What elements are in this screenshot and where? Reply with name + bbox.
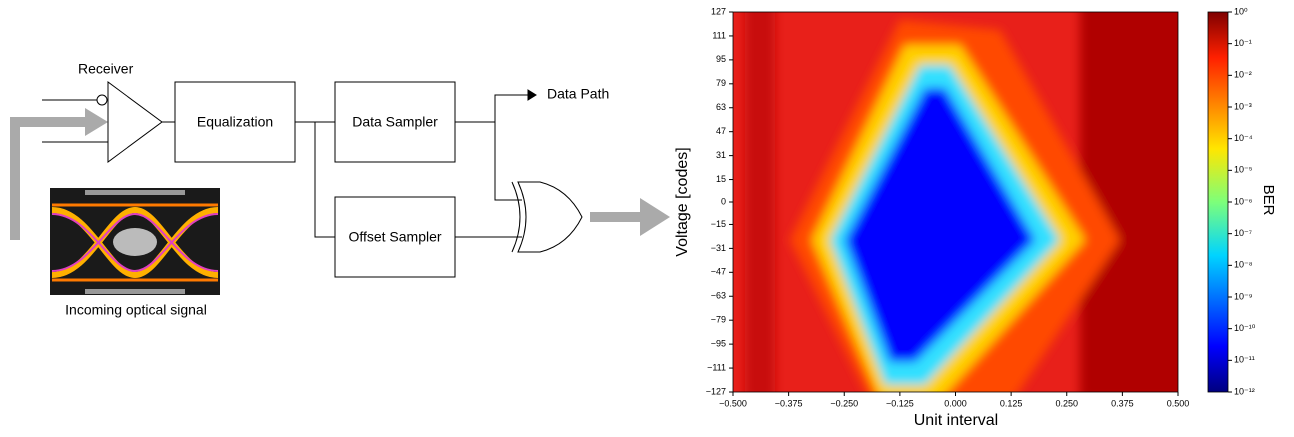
receiver-amp — [108, 82, 162, 162]
colorbar-tick-label: 10⁻⁸ — [1234, 260, 1253, 270]
x-tick-label: 0.000 — [944, 398, 967, 408]
colorbar-tick-label: 10⁰ — [1234, 6, 1248, 16]
colorbar-tick-label: 10⁻⁹ — [1234, 291, 1253, 301]
arrow-head — [85, 108, 108, 136]
y-tick-label: 47 — [716, 126, 726, 136]
xor-curve — [512, 182, 520, 252]
colorbar-label: BER — [1260, 185, 1277, 216]
receiver-label: Receiver — [78, 61, 134, 77]
inverter-bubble — [97, 95, 107, 105]
xor-gate — [518, 182, 582, 252]
colorbar-tick-label: 10⁻² — [1234, 70, 1252, 80]
arrow-head — [640, 198, 670, 236]
data-path-label: Data Path — [547, 86, 609, 102]
colorbar-tick-label: 10⁻¹ — [1234, 38, 1252, 48]
diagram — [15, 82, 670, 295]
page: Receiver Equalization Data Sampler Offse… — [0, 0, 1294, 432]
y-tick-label: −111 — [707, 362, 726, 372]
y-tick-label: −15 — [711, 219, 726, 229]
y-tick-label: 95 — [716, 54, 726, 64]
y-tick-label: 15 — [716, 174, 726, 184]
eye-diagram — [50, 188, 220, 295]
colorbar-tick-label: 10⁻⁶ — [1234, 196, 1253, 206]
y-tick-label: 63 — [716, 102, 726, 112]
x-tick-label: 0.250 — [1055, 398, 1078, 408]
offset-sampler-label: Offset Sampler — [348, 229, 441, 245]
colorbar — [1208, 12, 1228, 392]
y-tick-label: −127 — [706, 386, 726, 396]
y-tick-label: 79 — [716, 78, 726, 88]
y-tick-label: −31 — [711, 243, 726, 253]
wire — [455, 95, 528, 237]
x-tick-label: 0.125 — [1000, 398, 1023, 408]
y-tick-label: 127 — [711, 6, 726, 16]
y-tick-label: 111 — [712, 30, 726, 40]
x-tick-label: −0.250 — [830, 398, 858, 408]
colorbar-tick-label: 10⁻¹⁰ — [1234, 323, 1256, 333]
colorbar-tick-label: 10⁻⁵ — [1234, 165, 1253, 175]
data-sampler-label: Data Sampler — [352, 114, 438, 130]
x-axis-label: Unit interval — [914, 412, 998, 429]
y-tick-label: 0 — [721, 196, 726, 206]
arrow-head — [528, 90, 536, 100]
y-axis-label: Voltage [codes] — [674, 147, 691, 256]
heatmap — [733, 0, 1190, 420]
colorbar-tick-label: 10⁻⁴ — [1234, 133, 1253, 143]
colorbar-tick-label: 10⁻³ — [1234, 101, 1252, 111]
colorbar-tick-label: 10⁻⁷ — [1234, 228, 1252, 238]
y-tick-label: −79 — [711, 315, 726, 325]
y-tick-label: −95 — [711, 339, 726, 349]
input-caption: Incoming optical signal — [65, 302, 207, 318]
y-tick-label: −63 — [711, 291, 726, 301]
y-tick-label: 31 — [716, 150, 726, 160]
colorbar-tick-label: 10⁻¹¹ — [1234, 355, 1255, 365]
x-tick-label: 0.375 — [1111, 398, 1134, 408]
x-tick-label: −0.500 — [719, 398, 747, 408]
x-tick-label: −0.375 — [775, 398, 803, 408]
y-tick-label: −47 — [711, 267, 726, 277]
colorbar-tick-label: 10⁻¹² — [1234, 386, 1255, 396]
equalization-label: Equalization — [197, 114, 273, 130]
x-tick-label: 0.500 — [1167, 398, 1190, 408]
wire — [295, 122, 335, 237]
x-tick-label: −0.125 — [886, 398, 914, 408]
